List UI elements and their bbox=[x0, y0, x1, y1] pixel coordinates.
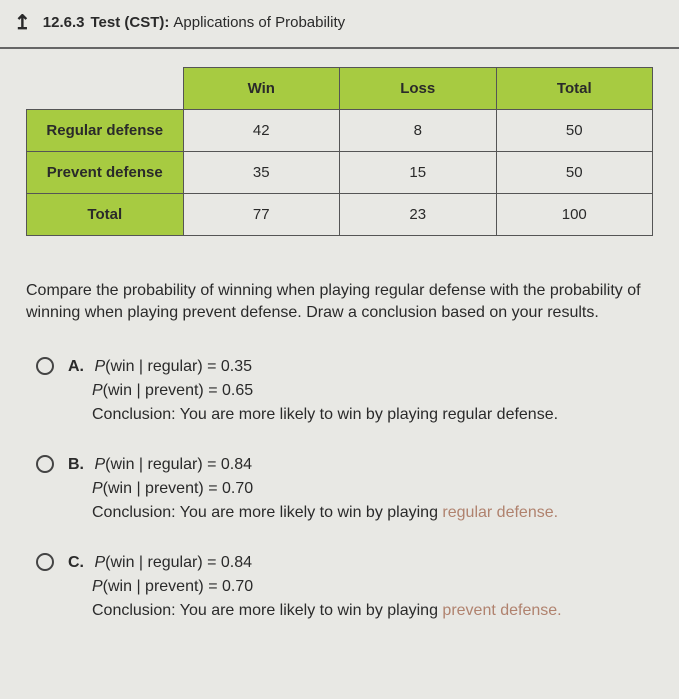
col-header: Win bbox=[183, 68, 340, 110]
col-header: Total bbox=[496, 68, 653, 110]
row-header: Regular defense bbox=[27, 110, 184, 152]
radio-icon[interactable] bbox=[36, 455, 54, 473]
table-row: Total 77 23 100 bbox=[27, 194, 653, 236]
table-cell: 42 bbox=[183, 110, 340, 152]
prob-symbol: P bbox=[94, 456, 105, 473]
question-text: Compare the probability of winning when … bbox=[0, 246, 679, 335]
prob-line: (win | prevent) = 0.65 bbox=[103, 382, 253, 399]
option-letter: C. bbox=[68, 554, 84, 571]
data-table-container: Win Loss Total Regular defense 42 8 50 P… bbox=[0, 49, 679, 246]
option-letter: B. bbox=[68, 456, 84, 473]
prob-symbol: P bbox=[92, 480, 103, 497]
conclusion-text: Conclusion: You are more likely to win b… bbox=[92, 406, 558, 423]
prob-line: (win | regular) = 0.35 bbox=[105, 358, 252, 375]
conclusion-text: Conclusion: You are more likely to win b… bbox=[92, 504, 442, 521]
table-cell: 100 bbox=[496, 194, 653, 236]
conclusion-highlight: regular defense. bbox=[442, 504, 558, 521]
prob-line: (win | regular) = 0.84 bbox=[105, 554, 252, 571]
conclusion-highlight: prevent defense. bbox=[442, 602, 561, 619]
radio-icon[interactable] bbox=[36, 357, 54, 375]
conclusion-text: Conclusion: You are more likely to win b… bbox=[92, 602, 442, 619]
option-body: A. P(win | regular) = 0.35 P(win | preve… bbox=[68, 355, 558, 427]
table-cell: 8 bbox=[340, 110, 497, 152]
prob-line: (win | prevent) = 0.70 bbox=[103, 480, 253, 497]
prob-symbol: P bbox=[92, 578, 103, 595]
table-cell: 15 bbox=[340, 152, 497, 194]
page-header: ↥ 12.6.3 Test (CST): Applications of Pro… bbox=[0, 0, 679, 49]
prob-symbol: P bbox=[92, 382, 103, 399]
test-label: Test (CST): bbox=[90, 14, 169, 31]
option-c[interactable]: C. P(win | regular) = 0.84 P(win | preve… bbox=[36, 551, 653, 623]
option-a[interactable]: A. P(win | regular) = 0.35 P(win | preve… bbox=[36, 355, 653, 427]
option-b[interactable]: B. P(win | regular) = 0.84 P(win | preve… bbox=[36, 453, 653, 525]
table-row: Regular defense 42 8 50 bbox=[27, 110, 653, 152]
table-cell: 35 bbox=[183, 152, 340, 194]
prob-line: (win | regular) = 0.84 bbox=[105, 456, 252, 473]
table-cell: 50 bbox=[496, 110, 653, 152]
col-header: Loss bbox=[340, 68, 497, 110]
table-cell: 23 bbox=[340, 194, 497, 236]
options-list: A. P(win | regular) = 0.35 P(win | preve… bbox=[0, 335, 679, 659]
back-icon[interactable]: ↥ bbox=[14, 10, 31, 35]
data-table: Win Loss Total Regular defense 42 8 50 P… bbox=[26, 67, 653, 236]
table-corner bbox=[27, 68, 184, 110]
prob-symbol: P bbox=[94, 554, 105, 571]
radio-icon[interactable] bbox=[36, 553, 54, 571]
prob-symbol: P bbox=[94, 358, 105, 375]
option-letter: A. bbox=[68, 358, 84, 375]
table-cell: 50 bbox=[496, 152, 653, 194]
table-row: Prevent defense 35 15 50 bbox=[27, 152, 653, 194]
prob-line: (win | prevent) = 0.70 bbox=[103, 578, 253, 595]
test-subtitle: Applications of Probability bbox=[173, 14, 345, 31]
row-header: Prevent defense bbox=[27, 152, 184, 194]
table-header-row: Win Loss Total bbox=[27, 68, 653, 110]
row-header: Total bbox=[27, 194, 184, 236]
option-body: C. P(win | regular) = 0.84 P(win | preve… bbox=[68, 551, 562, 623]
option-body: B. P(win | regular) = 0.84 P(win | preve… bbox=[68, 453, 558, 525]
section-number: 12.6.3 bbox=[43, 14, 85, 31]
table-cell: 77 bbox=[183, 194, 340, 236]
